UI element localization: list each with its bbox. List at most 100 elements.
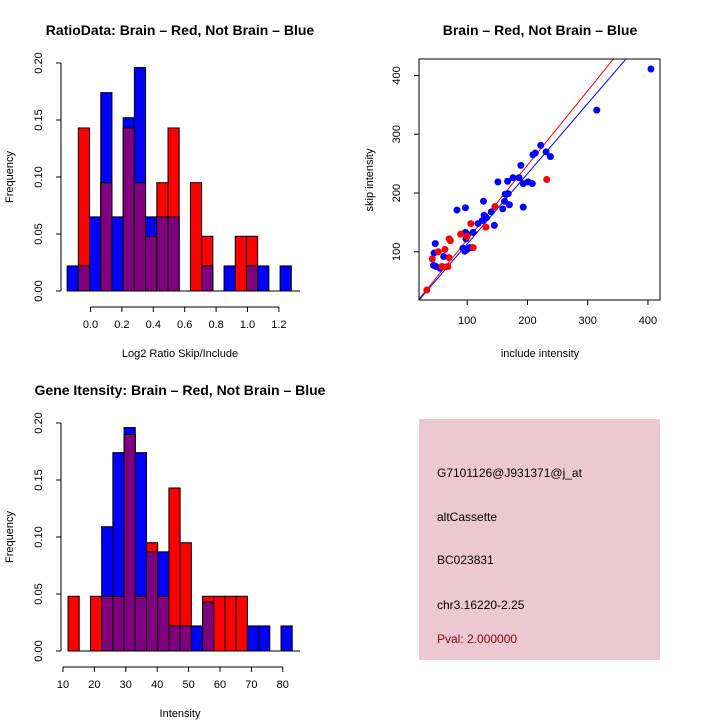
overlap-bar [245,265,259,292]
overlap-bar [77,265,91,292]
not-brain-point [474,220,482,228]
not-brain-point [479,197,487,205]
brain-fit-line [419,59,615,300]
x-tick-label: 100 [458,315,476,327]
brain-point [482,223,490,231]
not-brain-point [461,204,469,212]
brain-bar [189,182,203,292]
not-brain-bar [190,625,204,652]
y-tick-label: 0.15 [33,469,45,490]
brain-point [491,203,499,211]
overlap-bar [179,625,192,652]
gene-intensity-histogram-panel: Gene Itensity: Brain – Red, Not Brain – … [4,382,326,720]
brain-point [469,244,477,252]
not-brain-point [499,205,507,213]
y-tick-label: 0.00 [33,640,45,661]
y-tick-label: 0.05 [33,223,45,244]
not-brain-bar [280,625,293,652]
not-brain-point [528,180,536,188]
overlap-bar [133,182,147,292]
overlap-bar [145,235,158,292]
gene-intensity-title: Gene Itensity: Brain – Red, Not Brain – … [35,382,326,398]
not-brain-bar [111,216,124,292]
overlap-bar [202,601,215,652]
x-tick-label: 10 [57,679,69,691]
y-tick-label: 0.20 [33,52,45,73]
x-tick-label: 50 [182,679,194,691]
overlap-bar [122,127,135,292]
not-brain-point [494,178,502,186]
gene-intensity-xlabel: Intensity [160,708,201,720]
not-brain-point [504,177,512,185]
x-tick-label: 300 [579,315,597,327]
locus-text: chr3.16220-2.25 [437,598,525,612]
brain-point [446,237,454,245]
not-brain-point [487,208,495,216]
x-tick-label: 0.8 [208,319,223,331]
brain-point [543,176,551,183]
info-panel-background [419,419,660,660]
x-tick-label: 70 [245,679,257,691]
x-tick-label: 1.2 [271,319,286,331]
overlap-bar [156,216,169,292]
y-tick-label: 400 [391,66,403,84]
pval-text: Pval: 2.000000 [437,632,517,646]
not-brain-point [517,161,525,169]
overlap-bar [201,265,214,292]
y-tick-label: 0.00 [33,280,45,301]
brain-bar [235,595,248,652]
x-tick-label: 40 [151,679,163,691]
not-brain-point [463,245,471,253]
y-tick-label: 0.10 [33,166,45,187]
ratio-histogram-title: RatioData: Brain – Red, Not Brain – Blue [46,22,315,38]
brain-point [467,220,475,228]
intensity-scatter-panel: Brain – Red, Not Brain – Blue include in… [364,22,661,360]
x-tick-label: 20 [88,679,100,691]
not-brain-bar [66,265,79,292]
overlap-bar [167,216,180,292]
x-tick-label: 400 [639,315,657,327]
x-tick-label: 0.6 [177,319,192,331]
not-brain-point [546,153,554,161]
not-brain-fit-line [419,59,627,300]
gene-intensity-bars [67,427,293,652]
event-type-text: altCassette [437,510,497,524]
ratio-histogram-xlabel: Log2 Ratio Skip/Include [122,348,238,360]
ratio-histogram-ylabel: Frequency [4,151,16,203]
brain-point [441,245,449,253]
overlap-bar [168,625,181,652]
ratio-histogram-bars [66,67,292,292]
x-tick-label: 80 [277,679,289,691]
not-brain-bar [279,265,292,292]
brain-bar [224,595,237,652]
y-tick-label: 0.05 [33,583,45,604]
not-brain-point [501,197,509,205]
scatter-axes: 100 200 300 400 100 200 300 400 [391,58,661,327]
ratio-histogram-panel: RatioData: Brain – Red, Not Brain – Blue… [4,22,314,360]
brain-point [428,255,436,263]
overlap-bar [101,595,114,652]
x-tick-label: 30 [120,679,132,691]
x-tick-label: 0.2 [114,319,129,331]
x-tick-label: 60 [214,679,226,691]
not-brain-point [440,253,448,261]
not-brain-bar [223,265,236,292]
not-brain-bar [89,216,102,292]
not-brain-point [593,106,601,114]
y-tick-label: 0.15 [33,109,45,130]
brain-bar [89,595,103,652]
brain-bar [234,235,247,292]
brain-point [457,230,465,238]
scatter-ylabel: skip intensity [364,148,376,211]
y-tick-label: 300 [391,125,403,143]
probe-info-panel: G7101126@J931371@j_at altCassette BC0238… [419,419,660,660]
not-brain-point [505,201,513,209]
scatter-xlabel: include intensity [501,348,580,360]
not-brain-point [453,206,461,214]
x-tick-label: 1.0 [240,319,255,331]
y-tick-label: 0.10 [33,526,45,547]
not-brain-point [542,148,550,156]
gene-intensity-ylabel: Frequency [4,511,16,563]
probe-id-text: G7101126@J931371@j_at [437,466,583,480]
